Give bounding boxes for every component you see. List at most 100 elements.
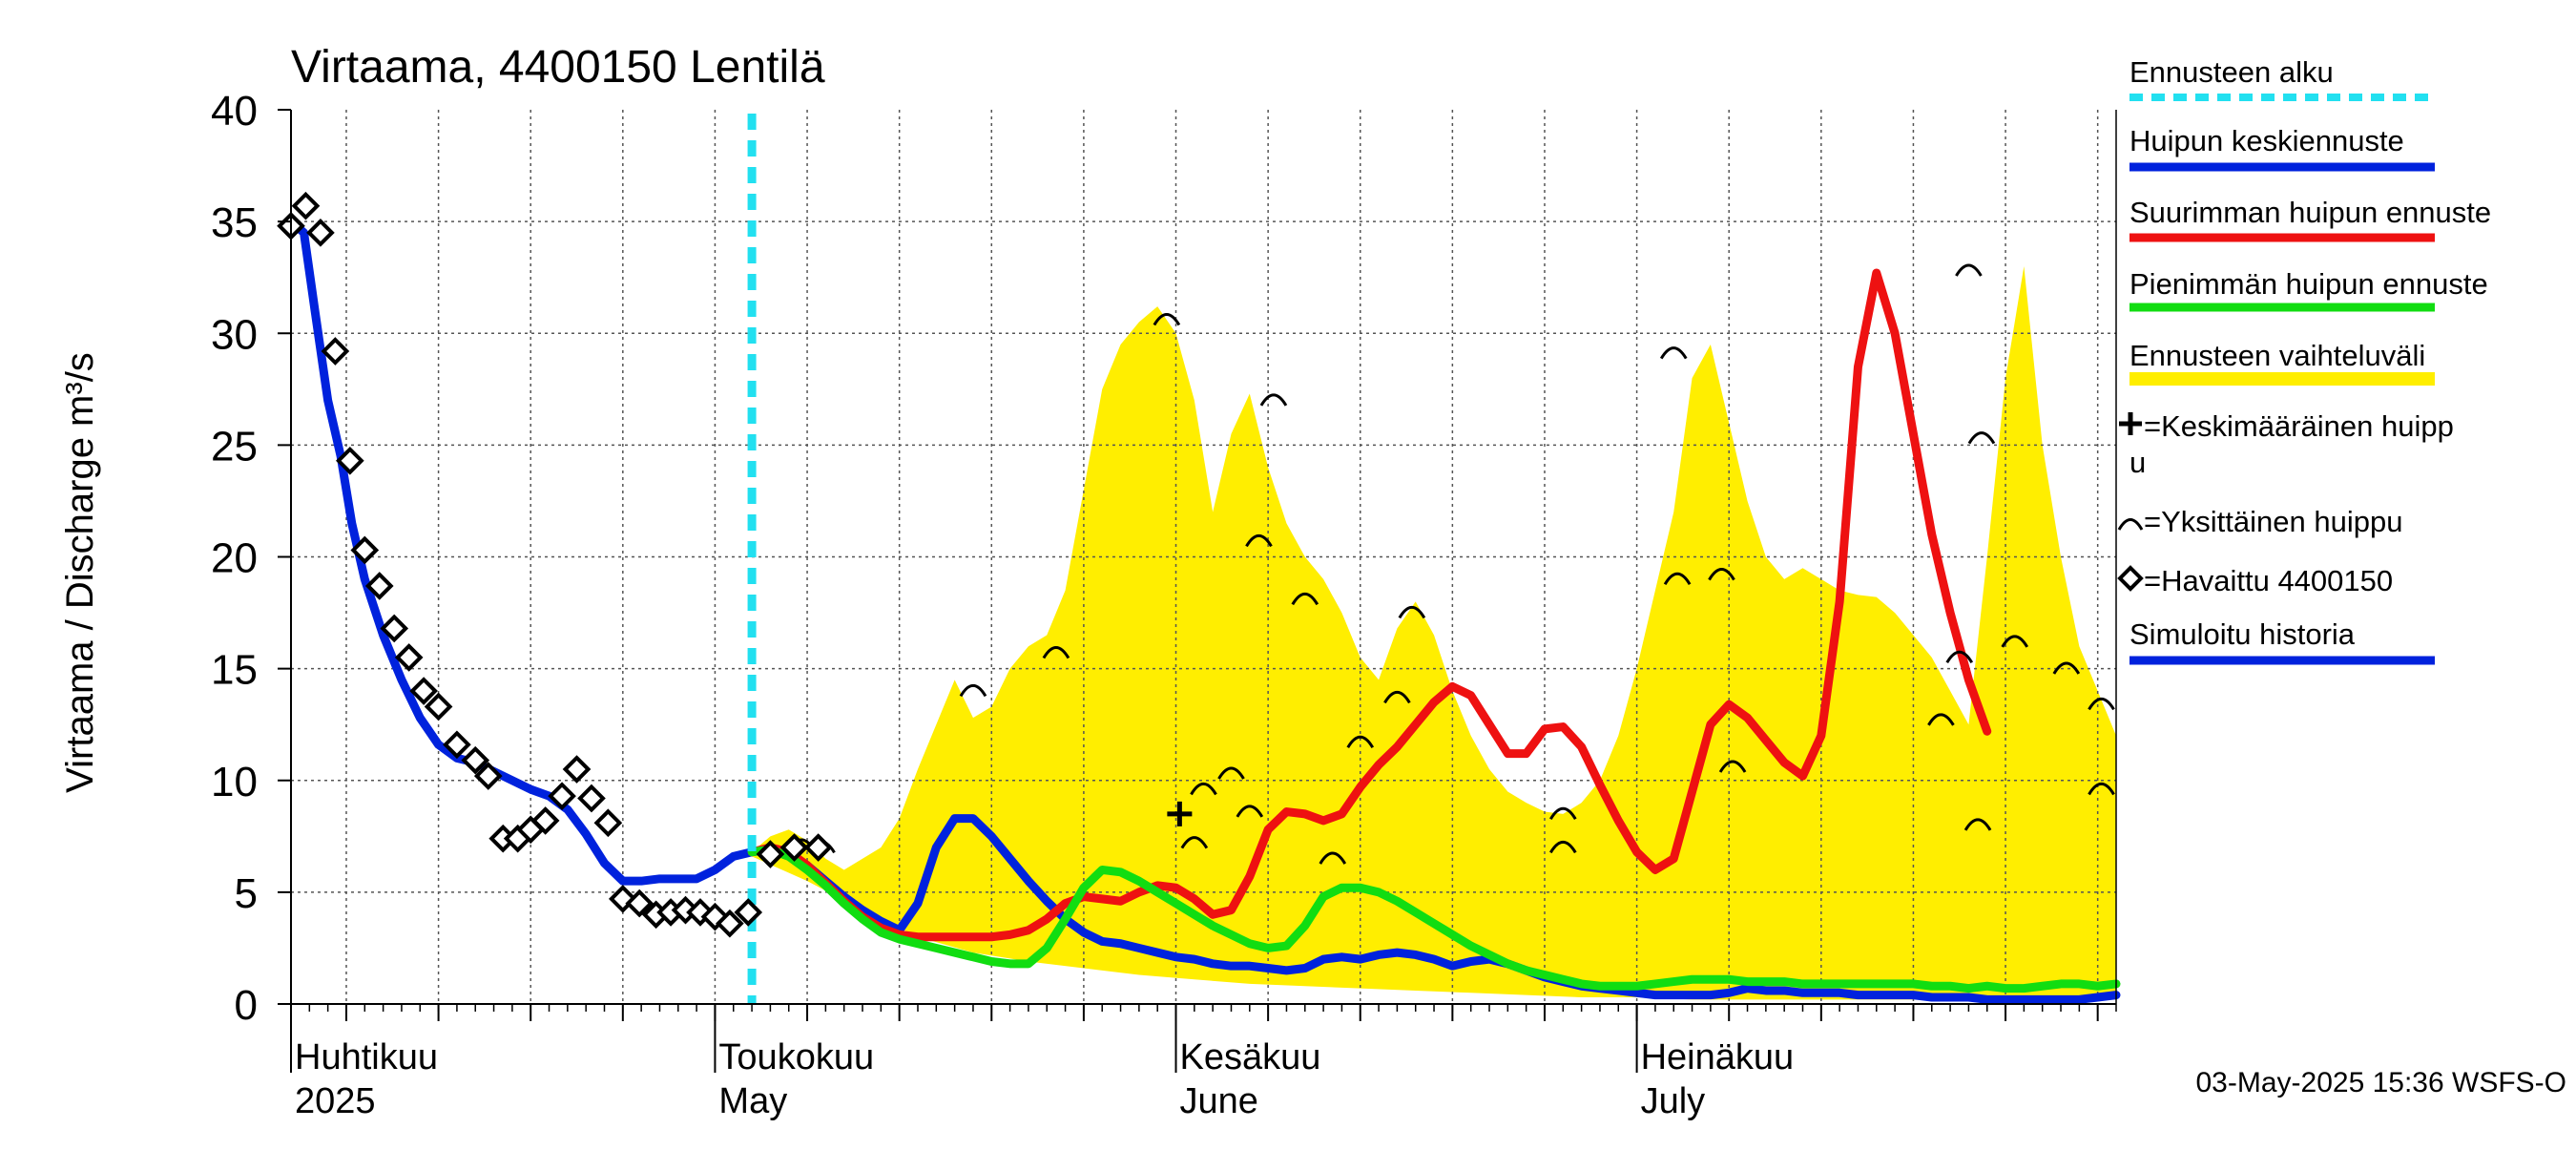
month-label-en: June (1180, 1081, 1258, 1121)
observed-point (530, 806, 560, 835)
forecast-range-band-layer (752, 265, 2116, 1000)
legend-label: Ennusteen alku (2129, 55, 2334, 89)
observed-point (734, 898, 763, 927)
single-peak-marker (1319, 851, 1347, 865)
single-peaks-layer (787, 263, 2115, 865)
single-peak-marker (1291, 592, 1319, 606)
single-peak-marker (1967, 431, 1996, 445)
y-tick-label: 40 (211, 88, 258, 135)
month-label-fi: Heinäkuu (1641, 1037, 1795, 1077)
y-tick-label: 35 (211, 199, 258, 246)
observed-point (380, 614, 409, 643)
y-tick-label: 0 (235, 982, 258, 1029)
single-peak-marker (1042, 646, 1070, 659)
single-peak-marker (1398, 605, 1426, 619)
observed-point (461, 745, 490, 775)
single-peak-marker (1659, 346, 1688, 360)
y-axis-label: Virtaama / Discharge m³/s (59, 352, 101, 793)
mean-peak-marker (1167, 801, 1193, 826)
observed-point (443, 730, 471, 760)
single-peak-marker (1259, 393, 1288, 407)
single-peak-marker (1663, 572, 1692, 586)
single-peak-marker (1963, 818, 1992, 831)
month-label-en: May (718, 1081, 787, 1121)
gridlines (291, 110, 2116, 1004)
observed-point (394, 643, 424, 672)
axes-layer: 0510152025303540Huhtikuu2025ToukokuuMayK… (211, 88, 2117, 1121)
y-tick-label: 20 (211, 535, 258, 582)
observed-point (424, 692, 453, 721)
observed-point (306, 219, 335, 247)
single-peak-marker (1153, 313, 1181, 326)
legend-label: Huipun keskiennuste (2129, 124, 2404, 157)
legend-arc-symbol (2117, 518, 2144, 531)
y-tick-label: 15 (211, 647, 258, 694)
single-peak-marker (2088, 782, 2115, 796)
legend-swatch-band (2129, 372, 2435, 386)
legend-label: =Havaittu 4400150 (2144, 564, 2393, 597)
single-peak-marker (1549, 840, 1577, 854)
forecast-range-band (752, 265, 2116, 1000)
single-peak-marker (1245, 533, 1273, 548)
observed-point (779, 833, 809, 862)
y-tick-label: 30 (211, 311, 258, 358)
month-label-fi: Toukokuu (718, 1037, 874, 1077)
observed-point (321, 337, 350, 366)
observed-point (473, 762, 503, 790)
single-peak-marker (2052, 661, 2081, 675)
observed-point (291, 191, 321, 220)
series-line-2 (747, 268, 1992, 942)
month-label-en: 2025 (295, 1081, 376, 1121)
observed-point (364, 572, 394, 600)
observed-point (803, 833, 833, 862)
legend-diamond-symbol (2117, 565, 2144, 592)
single-peak-marker (1383, 690, 1411, 704)
series-line-1 (747, 814, 2121, 1004)
chart-title: Virtaama, 4400150 Lentilä (291, 42, 825, 93)
observed-point (562, 755, 592, 784)
legend-label: =Keskimääräinen huipp (2144, 409, 2454, 443)
single-peak-marker (2001, 635, 2029, 648)
series-line-0 (286, 217, 757, 886)
month-label-fi: Huhtikuu (295, 1037, 438, 1077)
single-peak-marker (1927, 713, 1955, 726)
single-peak-marker (2088, 697, 2115, 711)
single-peak-marker (1955, 263, 1983, 277)
legend: Ennusteen alku Huipun keskiennuste Suurimm… (2117, 55, 2491, 665)
single-peak-marker (1945, 650, 1974, 664)
single-peak-marker (959, 683, 987, 698)
single-peak-marker (1549, 806, 1577, 820)
legend-label: Simuloitu historia (2129, 617, 2356, 651)
observed-point (756, 840, 785, 868)
y-tick-label: 25 (211, 423, 258, 470)
observed-point (593, 808, 623, 838)
single-peak-marker (1346, 735, 1375, 749)
single-peak-marker (1236, 805, 1264, 818)
observed-point (716, 909, 744, 938)
legend-label-wrap: u (2129, 446, 2146, 479)
legend-label: Ennusteen vaihteluväli (2129, 339, 2425, 372)
y-tick-label: 10 (211, 759, 258, 805)
single-peak-marker (1217, 766, 1245, 780)
legend-label: Pienimmän huipun ennuste (2129, 267, 2488, 301)
y-tick-label: 5 (235, 870, 258, 917)
single-peak-marker (1180, 836, 1209, 849)
month-label-en: July (1641, 1081, 1706, 1121)
observed-point (350, 535, 380, 565)
series-layer (286, 217, 2121, 1004)
observed-points-layer (277, 191, 833, 938)
observed-point (409, 677, 438, 705)
single-peak-marker (1718, 760, 1747, 773)
footer-timestamp: 03-May-2025 15:36 WSFS-O (2196, 1067, 2567, 1098)
month-label-fi: Kesäkuu (1180, 1037, 1321, 1077)
legend-label: Suurimman huipun ennuste (2129, 196, 2491, 229)
observed-point (625, 889, 654, 918)
series-line-3 (747, 845, 2121, 993)
single-peak-marker (1190, 782, 1217, 796)
observed-point (577, 784, 606, 813)
legend-label: =Yksittäinen huippu (2144, 505, 2402, 538)
observed-point (336, 446, 364, 475)
single-peak-marker (1708, 568, 1735, 581)
